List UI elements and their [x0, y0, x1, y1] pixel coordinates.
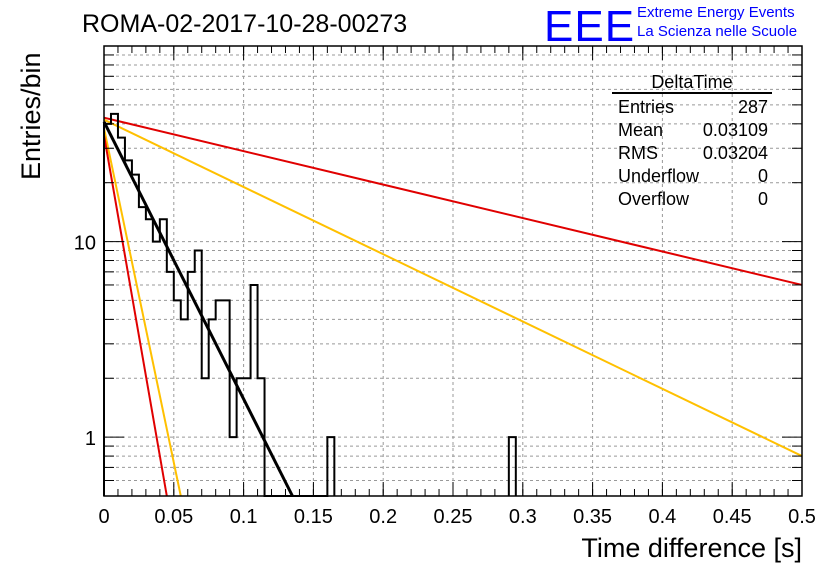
x-tick-label: 0.1 [230, 506, 258, 528]
x-tick-label: 0.45 [713, 506, 752, 528]
stats-row-mean: Mean 0.03109 [612, 119, 772, 142]
x-tick-label: 0.2 [369, 506, 397, 528]
fit-curve [103, 118, 803, 457]
stats-row-overflow: Overflow 0 [612, 188, 772, 211]
stats-box: DeltaTime Entries 287 Mean 0.03109 RMS 0.03… [612, 72, 772, 211]
fit-curve [103, 127, 182, 497]
stats-value: 287 [737, 97, 768, 117]
stats-value: 0.03109 [702, 120, 768, 140]
stats-label: Entries [618, 97, 675, 117]
run-title: ROMA-02-2017-10-28-00273 [82, 10, 408, 38]
eee-logo: EEE [544, 2, 636, 51]
stats-row-underflow: Underflow 0 [612, 165, 772, 188]
y-tick-label: 10 [74, 233, 96, 255]
stats-label: Overflow [618, 189, 690, 209]
fit-curve [102, 121, 294, 497]
stats-value: 0 [757, 189, 768, 209]
x-tick-label: 0.3 [509, 506, 537, 528]
x-tick-label: 0.25 [434, 506, 473, 528]
x-tick-label: 0.05 [154, 506, 193, 528]
x-axis-label: Time difference [s] [581, 533, 802, 563]
stats-label: Underflow [618, 166, 700, 186]
x-tick-label: 0.4 [648, 506, 676, 528]
stats-label: Mean [618, 120, 664, 140]
stats-label: RMS [618, 143, 658, 163]
x-tick-label: 0 [98, 506, 109, 528]
stats-row-rms: RMS 0.03204 [612, 142, 772, 165]
x-tick-label: 0.15 [294, 506, 333, 528]
y-axis-label: Entries/bin [16, 52, 46, 180]
stats-value: 0.03204 [702, 143, 768, 163]
x-tick-label: 0.35 [573, 506, 612, 528]
stats-row-entries: Entries 287 [612, 96, 772, 119]
stats-title: DeltaTime [612, 72, 772, 94]
logo-line-1: Extreme Energy Events [637, 4, 795, 21]
y-tick-label: 1 [85, 428, 96, 450]
fit-curve [103, 116, 803, 286]
stats-value: 0 [757, 166, 768, 186]
logo-line-2: La Scienza nelle Scuole [637, 23, 798, 40]
fit-curve [103, 134, 168, 497]
x-tick-label: 0.5 [788, 506, 816, 528]
